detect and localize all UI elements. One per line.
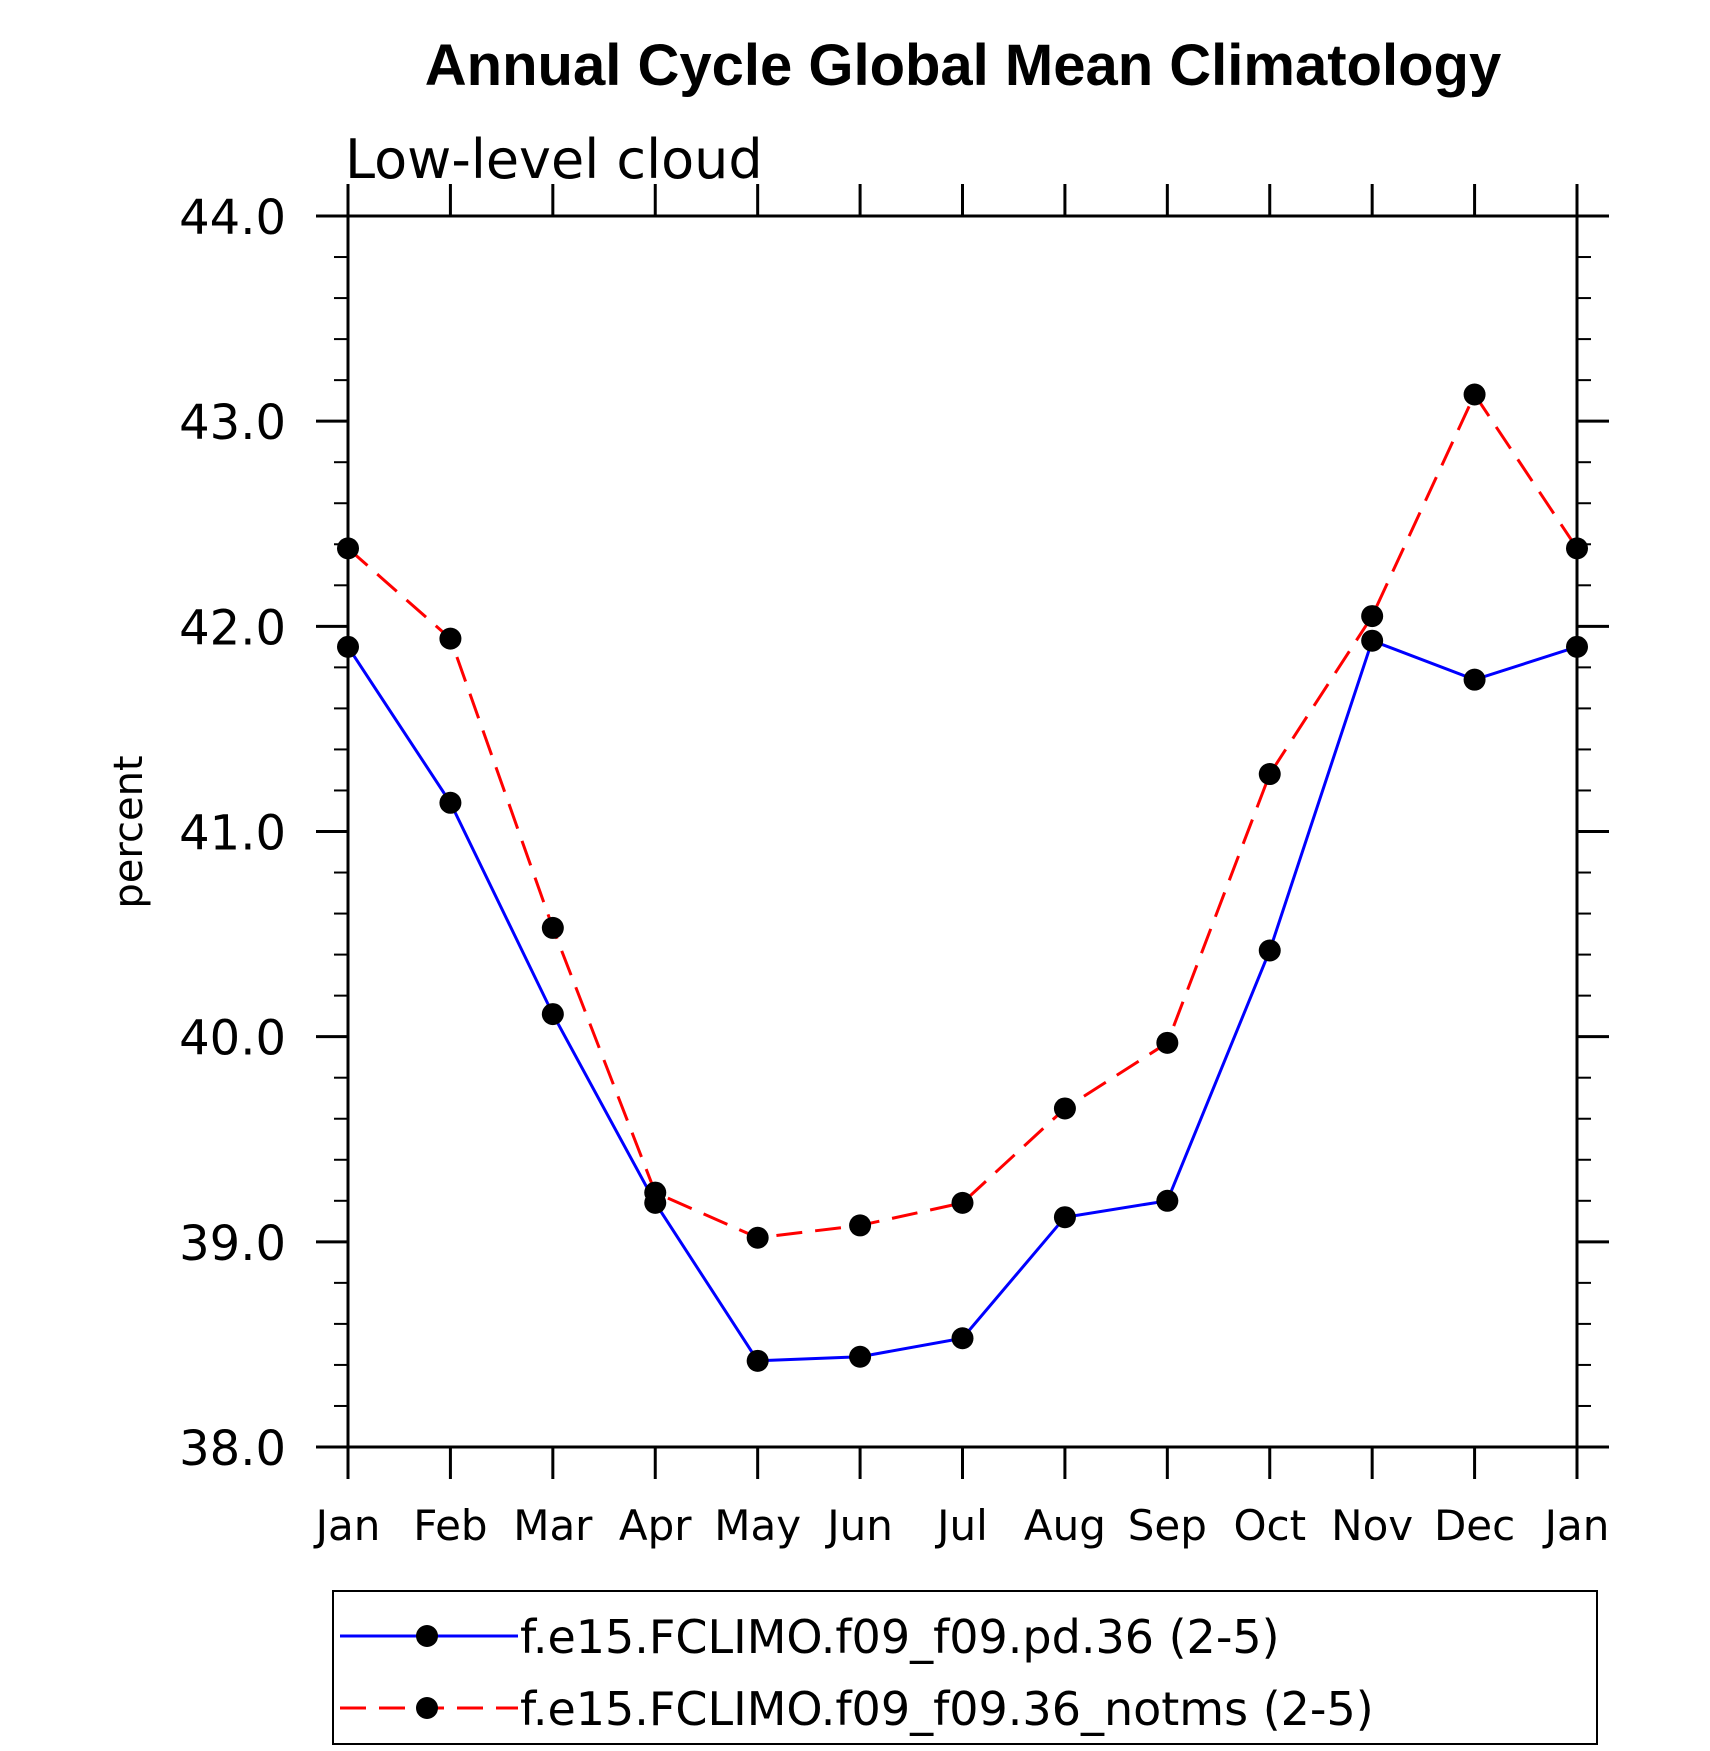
plot-frame — [346, 214, 1579, 1449]
x-tick-labels: Jan Feb Mar Apr May Jun Jul Aug Sep Oct Nov Dec Jan — [313, 1501, 1610, 1550]
data-point-series-1 — [746, 1349, 769, 1372]
y-tick-label: 42.0 — [179, 600, 286, 656]
data-point-series-2 — [644, 1181, 667, 1204]
data-point-series-1 — [1463, 668, 1486, 691]
data-point-series-1 — [1361, 629, 1384, 652]
chart-subtitle: Low-level cloud — [345, 128, 763, 191]
legend-label-1: f.e15.FCLIMO.f09_f09.pd.36 (2-5) — [520, 1610, 1280, 1664]
y-tick-label: 41.0 — [179, 806, 286, 862]
y-tick-label: 39.0 — [179, 1216, 286, 1272]
x-tick-label: Jul — [934, 1501, 988, 1550]
data-point-series-2 — [1258, 763, 1281, 786]
y-axis-label: percent — [106, 755, 152, 908]
data-point-series-2 — [541, 916, 564, 939]
x-tick-label: May — [714, 1501, 801, 1550]
data-point-series-2 — [1361, 605, 1384, 628]
legend-box — [332, 1590, 1598, 1745]
y-tick-label: 38.0 — [179, 1421, 286, 1477]
y-tick-label: 43.0 — [179, 395, 286, 451]
data-point-series-2 — [746, 1226, 769, 1249]
data-point-series-2 — [1053, 1097, 1076, 1120]
series-line-1 — [346, 638, 1578, 1363]
data-point-series-2 — [439, 627, 462, 650]
data-point-series-1 — [439, 791, 462, 814]
series-line-2 — [347, 391, 1579, 1240]
x-tick-label: Jan — [1542, 1501, 1610, 1550]
data-point-series-2 — [951, 1191, 974, 1214]
legend-marker-2 — [416, 1697, 438, 1719]
y-tick-labels: 38.0 39.0 40.0 41.0 42.0 43.0 44.0 — [179, 190, 286, 1477]
y-tick-label: 44.0 — [179, 190, 286, 246]
data-point-series-1 — [1156, 1189, 1179, 1212]
axis-ticks — [316, 184, 1609, 1479]
data-point-series-1 — [1053, 1206, 1076, 1229]
data-point-series-1 — [849, 1345, 872, 1368]
x-tick-label: Mar — [513, 1501, 593, 1550]
data-point-series-1 — [1258, 939, 1281, 962]
legend-label-2: f.e15.FCLIMO.f09_f09.36_notms (2-5) — [520, 1682, 1374, 1736]
x-tick-label: Apr — [619, 1501, 692, 1550]
x-tick-label: Jan — [313, 1501, 381, 1550]
chart-title: Annual Cycle Global Mean Climatology — [425, 33, 1501, 98]
data-point-series-1 — [541, 1003, 564, 1026]
x-tick-label: Dec — [1434, 1501, 1515, 1550]
data-point-series-2 — [849, 1214, 872, 1237]
x-tick-label: Aug — [1024, 1501, 1106, 1550]
x-tick-label: Oct — [1233, 1501, 1306, 1550]
data-point-series-1 — [951, 1327, 974, 1350]
x-tick-label: Feb — [413, 1501, 487, 1550]
x-tick-label: Sep — [1128, 1501, 1207, 1550]
legend-marker-1 — [416, 1625, 438, 1647]
x-tick-label: Nov — [1331, 1501, 1413, 1550]
plot-series — [337, 383, 1588, 1372]
x-tick-label: Jun — [824, 1501, 893, 1550]
data-point-series-2 — [1463, 383, 1486, 406]
legend: f.e15.FCLIMO.f09_f09.pd.36 (2-5) f.e15.FC… — [332, 1590, 1598, 1745]
y-tick-label: 40.0 — [179, 1011, 286, 1067]
data-point-series-2 — [1156, 1031, 1179, 1054]
